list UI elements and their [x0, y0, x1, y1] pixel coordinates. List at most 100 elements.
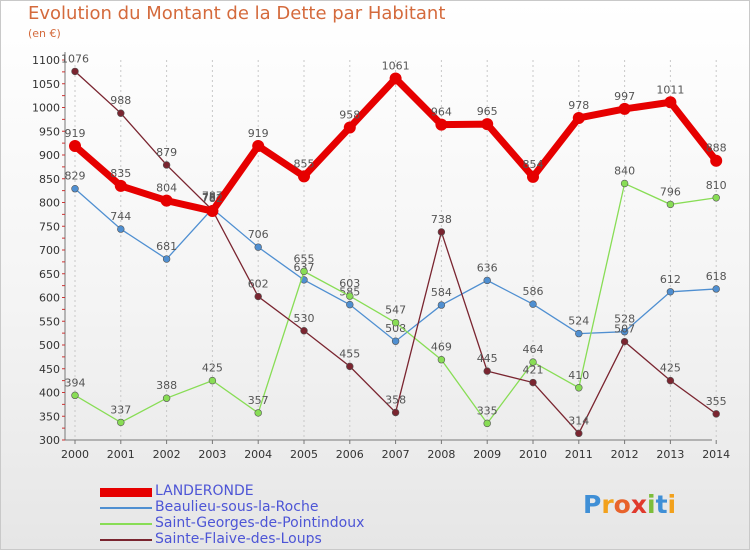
- y-tick-label-500: 500: [39, 339, 60, 352]
- point-beaulieu-sous-la-roche-2002: [162, 255, 171, 263]
- data-label-landeronde-2011: 978: [568, 99, 589, 112]
- data-label-sainte-flaive-des-loups-2011: 314: [568, 414, 589, 427]
- logo-letter: x: [630, 490, 647, 519]
- y-tick-label-1050: 1050: [32, 78, 60, 91]
- data-label-saint-georges-de-pointindoux-2012: 840: [614, 165, 635, 178]
- data-label-landeronde-2002: 804: [156, 182, 177, 195]
- data-label-sainte-flaive-des-loups-2008: 738: [431, 213, 452, 226]
- data-label-saint-georges-de-pointindoux-2007: 547: [385, 304, 406, 317]
- point-landeronde-2006: [343, 121, 356, 134]
- point-landeronde-2000: [69, 139, 81, 152]
- point-sainte-flaive-des-loups-2013: [666, 376, 675, 385]
- data-label-saint-georges-de-pointindoux-2005: 655: [294, 252, 315, 265]
- logo-letter: o: [613, 490, 631, 519]
- chart-subtitle: (en €): [28, 27, 61, 40]
- point-sainte-flaive-des-loups-2001: [117, 109, 125, 117]
- y-tick-label-850: 850: [39, 173, 60, 186]
- data-label-beaulieu-sous-la-roche-2007: 508: [385, 322, 406, 335]
- point-landeronde-2008: [435, 118, 448, 131]
- point-saint-georges-de-pointindoux-2005: [300, 267, 308, 276]
- legend-label-beaulieu: Beaulieu-sous-la-Roche: [155, 499, 319, 515]
- point-landeronde-2010: [527, 170, 539, 183]
- y-tick-label-450: 450: [39, 363, 60, 376]
- data-label-sainte-flaive-des-loups-2007: 358: [385, 393, 406, 406]
- x-tick-label-2007: 2007: [382, 448, 410, 461]
- point-saint-georges-de-pointindoux-2007: [391, 318, 400, 327]
- data-label-sainte-flaive-des-loups-2009: 445: [477, 352, 498, 365]
- data-label-landeronde-2000: 919: [65, 127, 86, 140]
- point-saint-georges-de-pointindoux-2000: [71, 391, 79, 400]
- point-saint-georges-de-pointindoux-2014: [712, 194, 720, 202]
- point-landeronde-2005: [298, 170, 310, 183]
- data-label-sainte-flaive-des-loups-2004: 602: [248, 278, 269, 291]
- point-sainte-flaive-des-loups-2002: [162, 161, 171, 169]
- data-label-saint-georges-de-pointindoux-2013: 796: [660, 185, 681, 198]
- point-beaulieu-sous-la-roche-2001: [117, 225, 125, 233]
- data-label-sainte-flaive-des-loups-2005: 530: [294, 312, 315, 325]
- data-label-saint-georges-de-pointindoux-2000: 394: [65, 376, 86, 389]
- x-tick-label-2001: 2001: [107, 448, 135, 461]
- data-label-beaulieu-sous-la-roche-2014: 618: [706, 270, 727, 283]
- data-label-landeronde-2013: 1011: [656, 83, 684, 96]
- x-tick-label-2009: 2009: [473, 448, 501, 461]
- data-label-sainte-flaive-des-loups-2014: 355: [706, 395, 727, 408]
- y-tick-label-750: 750: [39, 220, 60, 233]
- y-tick-label-550: 550: [39, 315, 60, 328]
- data-label-landeronde-2010: 854: [523, 158, 544, 171]
- point-landeronde-2012: [618, 102, 631, 115]
- data-label-beaulieu-sous-la-roche-2004: 706: [248, 228, 269, 241]
- point-sainte-flaive-des-loups-2000: [71, 67, 79, 76]
- point-saint-georges-de-pointindoux-2001: [117, 418, 125, 427]
- data-label-beaulieu-sous-la-roche-2001: 744: [110, 210, 131, 223]
- point-saint-georges-de-pointindoux-2002: [162, 394, 171, 402]
- point-beaulieu-sous-la-roche-2006: [346, 300, 354, 309]
- data-label-beaulieu-sous-la-roche-2005: 637: [294, 261, 315, 274]
- data-label-beaulieu-sous-la-roche-2010: 586: [523, 285, 544, 298]
- point-saint-georges-de-pointindoux-2006: [346, 292, 354, 300]
- chart-title: Evolution du Montant de la Dette par Hab…: [28, 3, 446, 24]
- point-landeronde-2013: [664, 96, 677, 109]
- data-label-landeronde-2003: 782: [202, 192, 223, 205]
- data-label-sainte-flaive-des-loups-2000: 1076: [61, 52, 89, 65]
- legend-swatch-beaulieu: [100, 507, 152, 509]
- y-tick-label-1000: 1000: [32, 102, 60, 115]
- legend-label-sainte-flaive: Sainte-Flaive-des-Loups: [155, 531, 322, 547]
- logo-letter: P: [583, 490, 602, 519]
- data-label-saint-georges-de-pointindoux-2009: 335: [477, 404, 498, 417]
- point-beaulieu-sous-la-roche-2008: [437, 301, 446, 309]
- point-sainte-flaive-des-loups-2009: [483, 367, 491, 375]
- data-label-beaulieu-sous-la-roche-2011: 524: [568, 315, 589, 328]
- data-label-sainte-flaive-des-loups-2006: 455: [339, 347, 360, 360]
- data-label-saint-georges-de-pointindoux-2002: 388: [156, 379, 177, 392]
- data-label-landeronde-2006: 958: [339, 108, 360, 121]
- data-label-beaulieu-sous-la-roche-2002: 681: [156, 240, 177, 253]
- x-tick-label-2000: 2000: [61, 448, 89, 461]
- x-tick-label-2003: 2003: [198, 448, 226, 461]
- x-tick-label-2010: 2010: [519, 448, 547, 461]
- point-beaulieu-sous-la-roche-2014: [712, 285, 720, 293]
- y-tick-label-1100: 1100: [32, 54, 60, 67]
- y-tick-label-650: 650: [39, 268, 60, 281]
- point-sainte-flaive-des-loups-2012: [620, 337, 629, 346]
- data-label-saint-georges-de-pointindoux-2004: 357: [248, 394, 269, 407]
- legend-swatch-sainte-flaive: [100, 539, 152, 541]
- data-label-beaulieu-sous-la-roche-2008: 584: [431, 286, 452, 299]
- point-saint-georges-de-pointindoux-2003: [208, 376, 217, 385]
- data-label-landeronde-2008: 964: [431, 106, 452, 119]
- y-tick-label-900: 900: [39, 149, 60, 162]
- data-label-saint-georges-de-pointindoux-2014: 810: [706, 179, 727, 192]
- point-saint-georges-de-pointindoux-2009: [483, 419, 491, 428]
- y-tick-label-350: 350: [39, 410, 60, 423]
- point-landeronde-2004: [252, 139, 265, 152]
- logo-letter: t: [655, 490, 668, 519]
- point-beaulieu-sous-la-roche-2012: [620, 328, 629, 336]
- data-label-landeronde-2004: 919: [248, 127, 269, 140]
- data-label-landeronde-2014: 888: [706, 142, 727, 155]
- data-label-saint-georges-de-pointindoux-2010: 464: [523, 343, 544, 356]
- point-sainte-flaive-des-loups-2007: [391, 408, 400, 417]
- data-label-saint-georges-de-pointindoux-2008: 469: [431, 341, 452, 354]
- data-label-landeronde-2012: 997: [614, 90, 635, 103]
- point-sainte-flaive-des-loups-2004: [254, 292, 262, 301]
- point-saint-georges-de-pointindoux-2010: [529, 358, 537, 366]
